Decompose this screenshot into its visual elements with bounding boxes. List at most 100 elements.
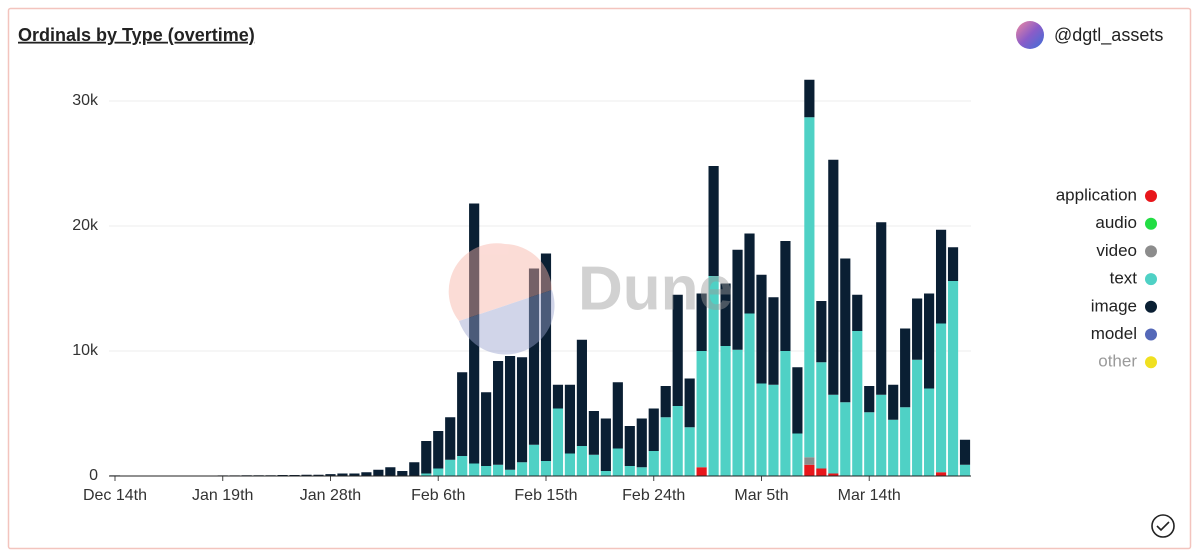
bar-segment — [612, 382, 623, 449]
legend-label: other — [1098, 352, 1137, 371]
bar-segment — [947, 281, 959, 476]
bar-segment — [959, 464, 971, 476]
bar-segment — [804, 117, 815, 458]
bar-segment — [876, 394, 887, 476]
x-tick-label: Mar 5th — [734, 487, 788, 504]
avatar[interactable] — [1016, 21, 1044, 49]
bar-segment — [624, 426, 635, 466]
bar-segment — [349, 473, 360, 476]
x-tick-label: Feb 6th — [411, 487, 465, 504]
plot-area: 0 10k 20k 30k Dec 14th Jan 19th Jan 28th Feb 6t… — [72, 79, 971, 504]
bar-segment — [325, 474, 336, 476]
bar-segment — [900, 328, 911, 408]
bar-segment — [660, 417, 671, 476]
bar-segment — [445, 459, 456, 476]
bar-segment — [828, 473, 839, 476]
bar-segment — [768, 384, 779, 476]
x-tick-label: Feb 15th — [514, 487, 577, 504]
bar-segment — [588, 454, 599, 476]
check-icon[interactable] — [1151, 514, 1175, 538]
legend-swatch — [1145, 328, 1157, 341]
bar-segment — [804, 464, 815, 476]
bar-segment — [756, 274, 767, 384]
bar-segment — [469, 203, 480, 464]
legend-label: image — [1091, 296, 1137, 315]
y-tick-label: 30k — [72, 92, 99, 109]
bar-segment — [397, 471, 408, 476]
bar-segment — [469, 463, 480, 476]
bar-segment — [648, 408, 659, 451]
bar-segment — [540, 253, 552, 461]
bar-segment — [900, 407, 911, 476]
bar-segment — [493, 361, 504, 465]
bar-segment — [457, 456, 468, 476]
bar-segment — [516, 357, 528, 463]
legend-swatch — [1145, 245, 1157, 258]
bar-segment — [504, 469, 516, 476]
bar-segment — [493, 464, 504, 476]
bar-segment — [792, 433, 803, 476]
bar-segment — [947, 247, 959, 281]
bar-segment — [876, 222, 887, 395]
bar-segment — [648, 451, 659, 476]
x-tick-label: Jan 28th — [300, 487, 361, 504]
watermark-logo — [459, 290, 555, 355]
bar-segment — [481, 466, 492, 476]
bar-segment — [433, 431, 444, 469]
bar-segment — [600, 471, 611, 476]
bar-segment — [576, 446, 587, 476]
bar-segment — [912, 359, 923, 476]
bar-segment — [457, 372, 468, 456]
bar-segment — [792, 367, 803, 434]
bar-segment — [564, 384, 576, 454]
bar-segment — [935, 229, 947, 324]
bar-segment — [313, 474, 324, 476]
bar-segment — [421, 473, 432, 476]
bar-segment — [804, 457, 815, 465]
bar-segment — [481, 392, 492, 466]
bar-segment — [780, 351, 791, 476]
bar-segment — [804, 79, 815, 118]
bar-segment — [816, 362, 827, 469]
bar-segment — [816, 468, 827, 476]
bar-segment — [828, 159, 839, 395]
legend-swatch — [1145, 356, 1157, 369]
bar-segment — [744, 233, 755, 314]
bar-segment — [732, 249, 743, 350]
bar-segment — [600, 418, 611, 471]
y-tick-label: 0 — [89, 467, 98, 484]
bar-segment — [720, 283, 731, 346]
bar-segment — [612, 448, 623, 476]
bar-segment — [720, 346, 731, 476]
legend-label: text — [1110, 269, 1138, 288]
bar-segment — [528, 268, 540, 445]
bar-segment — [888, 384, 899, 420]
author[interactable]: @dgtl_assets — [1054, 25, 1163, 46]
chart-title[interactable]: Ordinals by Type (overtime) — [18, 25, 255, 45]
bar-segment — [744, 313, 755, 476]
bar-segment — [516, 462, 528, 476]
x-tick-label: Mar 14th — [838, 487, 901, 504]
legend[interactable]: application audio video text image model other — [1056, 185, 1157, 371]
bar-segment — [337, 473, 348, 476]
legend-label: application — [1056, 185, 1137, 204]
bar-segment — [840, 402, 851, 476]
watermark: Dune — [578, 254, 733, 323]
bar-segment — [660, 386, 671, 418]
bar-segment — [852, 331, 863, 476]
bar-segment — [924, 293, 935, 389]
bar-segment — [672, 406, 683, 476]
bar-segment — [696, 467, 707, 476]
legend-swatch — [1145, 190, 1157, 202]
watermark-group: Dune — [448, 243, 733, 355]
bar-segment — [816, 301, 827, 363]
bar-segment — [564, 453, 576, 476]
bar-segment — [935, 472, 947, 476]
bar-segment — [504, 356, 516, 470]
legend-label: model — [1091, 324, 1137, 343]
bar-segment — [708, 166, 719, 276]
legend-swatch — [1145, 273, 1157, 286]
watermark-logo — [448, 243, 552, 321]
bar-segment — [888, 419, 899, 476]
